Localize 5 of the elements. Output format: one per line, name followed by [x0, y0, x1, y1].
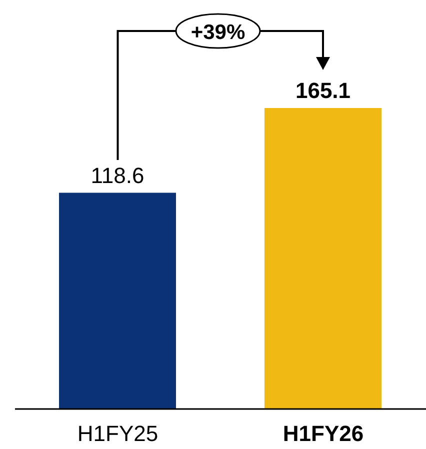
x-tick-label: H1FY26 — [282, 421, 364, 446]
x-tick-label: H1FY25 — [77, 421, 158, 446]
data-label: 118.6 — [90, 162, 144, 188]
data-label: 165.1 — [295, 78, 351, 103]
text: +39% — [190, 21, 246, 44]
